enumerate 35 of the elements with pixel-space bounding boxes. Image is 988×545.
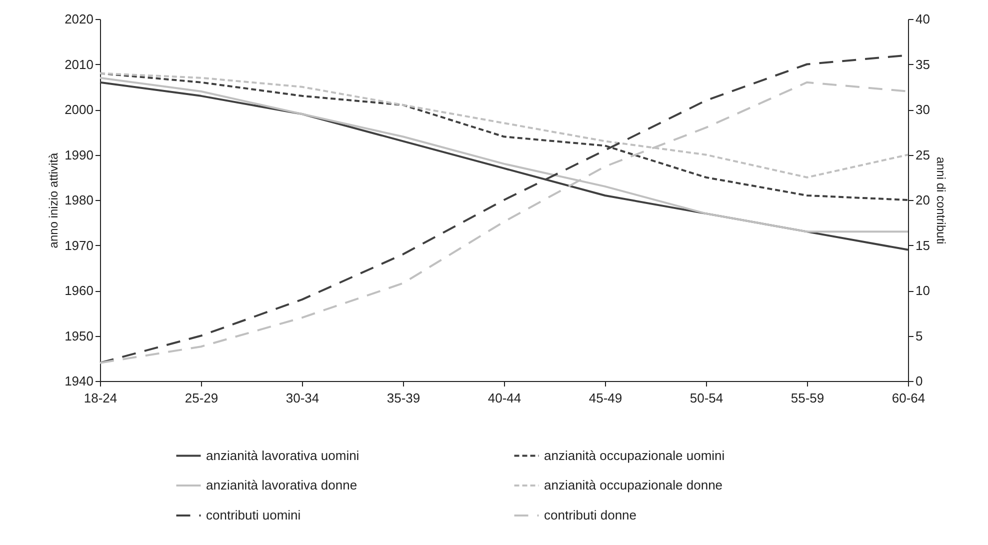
legend-label: anzianità occupazionale uomini xyxy=(544,448,725,463)
y-tick-label: 1980 xyxy=(64,192,94,208)
y2-tick-label: 20 xyxy=(916,192,930,208)
legend-label: contributi uomini xyxy=(206,508,301,522)
legend-label: contributi donne xyxy=(544,508,637,522)
y2-tick-label: 40 xyxy=(916,12,930,26)
y2-tick-label: 35 xyxy=(916,56,930,72)
x-tick-label: 55-59 xyxy=(790,390,824,406)
y2-tick-label: 25 xyxy=(916,147,930,162)
y2-tick-label: 10 xyxy=(916,283,930,298)
y-tick-label: 1940 xyxy=(64,374,94,388)
y2-tick-label: 15 xyxy=(916,238,930,253)
x-tick-label: 60-64 xyxy=(892,390,926,406)
y-tick-label: 1950 xyxy=(64,328,94,344)
y2-axis-title: anni di contributi xyxy=(934,156,948,244)
legend-label: anzianità lavorativa donne xyxy=(206,478,358,492)
x-tick-label: 45-49 xyxy=(588,390,622,406)
x-tick-label: 18-24 xyxy=(84,390,118,406)
y-tick-label: 1970 xyxy=(64,238,94,253)
x-tick-label: 40-44 xyxy=(488,390,522,406)
x-tick-label: 25-29 xyxy=(184,390,218,406)
y2-tick-label: 30 xyxy=(916,102,930,117)
y-tick-label: 1960 xyxy=(64,283,94,298)
y2-tick-label: 0 xyxy=(916,374,923,388)
y-tick-label: 2010 xyxy=(64,56,94,72)
y2-tick-label: 5 xyxy=(916,328,923,344)
y-tick-label: 2000 xyxy=(64,102,94,117)
y-axis-title: anno inizio attività xyxy=(46,152,61,248)
legend-label: anzianità occupazionale donne xyxy=(544,478,723,492)
x-tick-label: 50-54 xyxy=(690,390,724,406)
y-tick-label: 1990 xyxy=(64,147,94,162)
x-tick-label: 30-34 xyxy=(286,390,320,406)
legend-label: anzianità lavorativa uomini xyxy=(206,448,360,463)
y-tick-label: 2020 xyxy=(64,12,94,26)
x-tick-label: 35-39 xyxy=(386,390,420,406)
